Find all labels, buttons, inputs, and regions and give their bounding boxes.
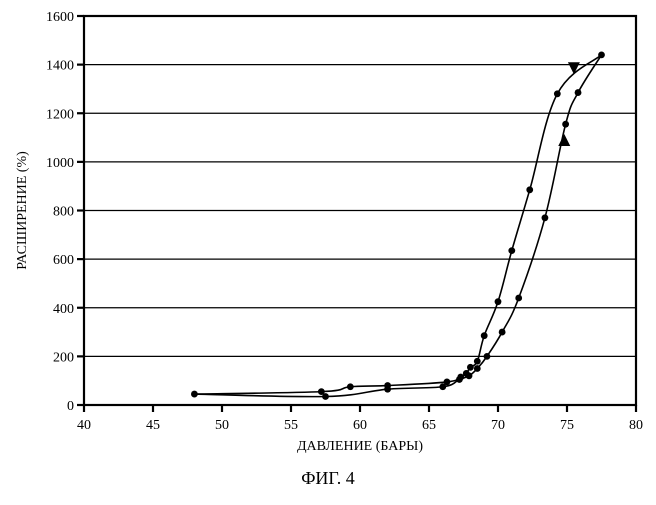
data-point-marker	[575, 89, 582, 96]
x-tick-label: 45	[146, 418, 160, 433]
y-tick-label: 0	[67, 399, 74, 414]
data-point-marker	[474, 358, 481, 365]
data-point-marker	[191, 391, 198, 398]
y-tick-label: 400	[53, 302, 74, 317]
x-tick-label: 50	[215, 418, 229, 433]
data-point-marker	[526, 186, 533, 193]
expansion-vs-pressure-chart: 4045505560657075800200400600800100012001…	[0, 0, 656, 500]
data-point-marker	[495, 298, 502, 305]
y-tick-label: 1400	[46, 59, 74, 74]
data-point-marker	[474, 365, 481, 372]
figure-caption: ФИГ. 4	[0, 468, 656, 489]
data-point-marker	[481, 332, 488, 339]
series-upper-curve	[194, 55, 601, 394]
data-point-marker	[467, 364, 474, 371]
data-point-marker	[554, 90, 561, 97]
data-point-marker	[598, 52, 605, 59]
y-tick-label: 800	[53, 205, 74, 220]
x-tick-label: 60	[353, 418, 367, 433]
data-point-marker	[562, 121, 569, 128]
x-tick-label: 75	[560, 418, 574, 433]
y-tick-label: 1600	[46, 10, 74, 25]
data-point-marker	[439, 383, 446, 390]
x-tick-label: 65	[422, 418, 436, 433]
data-point-marker	[384, 386, 391, 393]
x-axis-label: ДАВЛЕНИЕ (БАРЫ)	[297, 439, 423, 454]
y-tick-label: 1000	[46, 156, 74, 171]
figure-container: 4045505560657075800200400600800100012001…	[0, 0, 656, 500]
x-tick-label: 55	[284, 418, 298, 433]
y-tick-label: 1200	[46, 107, 74, 122]
data-point-marker	[499, 329, 506, 336]
data-point-marker	[322, 393, 329, 400]
data-point-marker	[347, 383, 354, 390]
x-tick-label: 80	[629, 418, 643, 433]
data-point-marker	[542, 214, 549, 221]
y-axis-label: РАСШИРЕНИЕ (%)	[15, 151, 30, 270]
x-tick-label: 40	[77, 418, 91, 433]
arrow-up-icon	[558, 134, 570, 146]
arrow-down-icon	[568, 62, 580, 74]
data-point-marker	[515, 295, 522, 302]
data-point-marker	[466, 372, 473, 379]
y-tick-label: 200	[53, 350, 74, 365]
series-lower-curve	[194, 55, 601, 397]
data-point-marker	[508, 247, 515, 254]
data-point-marker	[484, 353, 491, 360]
y-tick-label: 600	[53, 253, 74, 268]
x-tick-label: 70	[491, 418, 505, 433]
data-point-marker	[456, 376, 463, 383]
